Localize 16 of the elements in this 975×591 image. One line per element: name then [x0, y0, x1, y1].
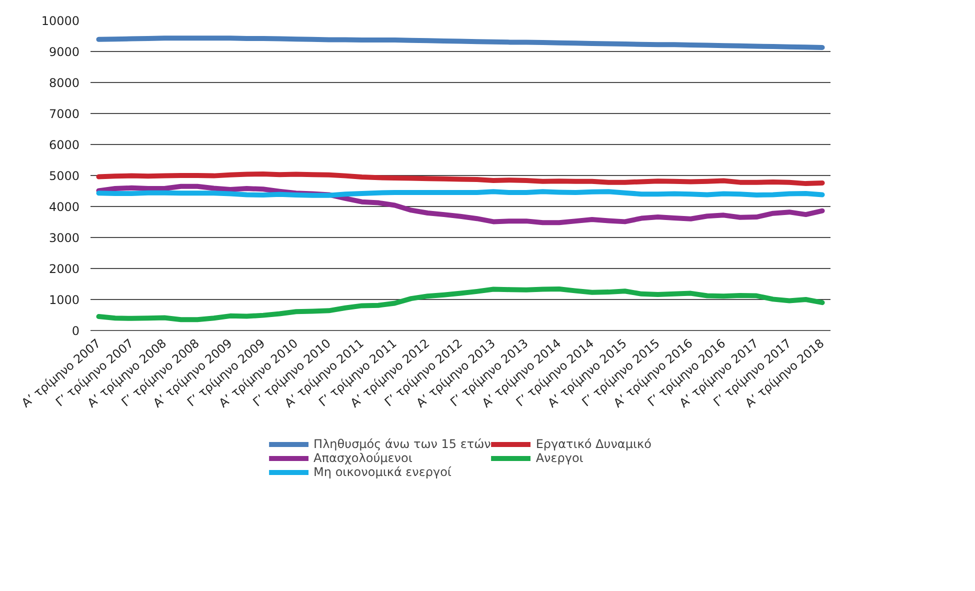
y-tick-label: 4000	[48, 200, 80, 214]
legend-label: Ανεργοι	[536, 451, 584, 465]
y-tick-label: 7000	[48, 107, 80, 121]
y-tick-label: 2000	[48, 262, 80, 276]
legend-label: Πληθυσμός άνω των 15 ετών	[314, 437, 491, 451]
y-tick-label: 3000	[48, 231, 80, 245]
y-tick-label: 0	[72, 324, 80, 338]
legend-label: Εργατικό Δυναμικό	[536, 437, 652, 451]
y-tick-label: 8000	[48, 76, 80, 90]
y-tick-label: 10000	[41, 14, 80, 28]
legend-label: Μη οικονομικά ενεργοί	[314, 465, 452, 479]
y-tick-label: 6000	[48, 138, 80, 152]
y-tick-label: 5000	[48, 169, 80, 183]
legend-label: Απασχολούμενοι	[314, 451, 412, 465]
y-tick-label: 1000	[48, 293, 80, 307]
y-tick-label: 9000	[48, 45, 80, 59]
